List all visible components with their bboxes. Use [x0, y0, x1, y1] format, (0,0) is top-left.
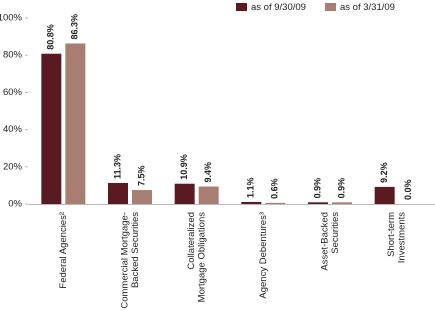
bar [41, 53, 62, 204]
y-tick-label: 60% [3, 87, 23, 98]
x-tick-label: Commercial Mortgage- [119, 212, 130, 309]
legend-swatch [325, 3, 336, 11]
bar [265, 202, 286, 204]
value-label: 86.3% [70, 14, 80, 40]
value-label: 0.9% [336, 178, 346, 199]
legend-label: as of 3/31/09 [340, 2, 395, 13]
y-tick-label: 40% [3, 124, 23, 135]
bar [108, 182, 128, 204]
value-label: 80.8% [46, 24, 56, 50]
bar [308, 202, 328, 204]
legend-label: as of 9/30/09 [251, 2, 306, 13]
value-label: 10.9% [179, 154, 189, 180]
x-tick-label: Asset-Backed [319, 212, 330, 271]
x-tick-label: Investments [396, 212, 407, 263]
value-label: 9.2% [379, 162, 389, 183]
value-label: 9.4% [203, 162, 213, 183]
x-tick-label: Mortgage Obligations [196, 212, 207, 303]
bar [174, 183, 195, 204]
bar [374, 186, 395, 204]
x-tick-label: Collateralized [186, 212, 197, 270]
x-tick-label: Federal Agencies² [58, 212, 69, 289]
x-tick-label: Agency Debentures³ [258, 212, 269, 299]
x-tick-label: Securities [330, 212, 341, 254]
bar [198, 186, 219, 204]
bar [65, 43, 86, 205]
bar [132, 190, 152, 204]
x-tick-label: Short-term [386, 212, 397, 257]
bar [241, 201, 262, 204]
value-label: 0.9% [312, 178, 322, 199]
legend-swatch [236, 3, 247, 11]
y-tick-label: 80% [3, 50, 23, 61]
x-tick-label: Backed Securities [130, 212, 141, 288]
value-label: 7.5% [136, 166, 146, 187]
y-tick-label: 0% [8, 199, 22, 210]
value-label: 11.3% [112, 154, 122, 179]
y-tick-label: 20% [3, 161, 23, 172]
value-label: 0.0% [403, 179, 413, 200]
value-label: 1.1% [246, 177, 256, 198]
value-label: 0.6% [270, 178, 280, 199]
bar [332, 202, 352, 204]
y-tick-label: 100% [0, 13, 23, 24]
